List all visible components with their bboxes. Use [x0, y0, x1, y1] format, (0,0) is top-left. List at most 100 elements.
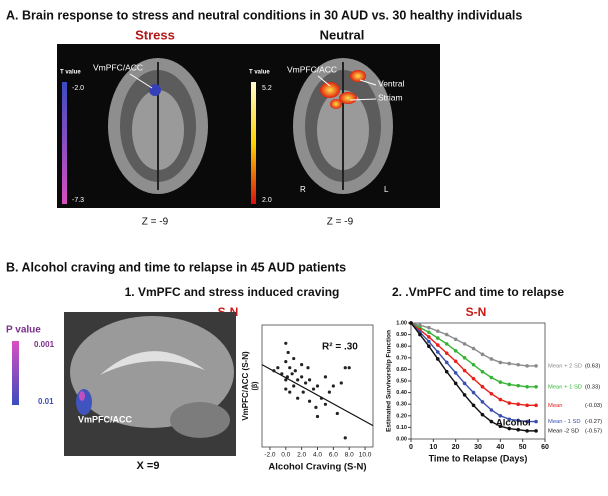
- colorbar: [12, 341, 19, 405]
- activation-blob: [339, 92, 357, 104]
- x-tick-label: 10.0: [359, 452, 372, 459]
- x-tick-label: -2.0: [264, 452, 276, 459]
- line-marker: [534, 403, 538, 408]
- roi-label: Striam: [378, 92, 403, 102]
- scatter-point: [272, 369, 276, 373]
- scatter-point: [284, 378, 288, 382]
- x-tick-label: 4.0: [313, 452, 322, 459]
- y-tick-label: 1.00: [396, 320, 407, 326]
- slice-label: Z = -9: [142, 217, 169, 228]
- x-tick-label: 8.0: [345, 452, 354, 459]
- line-marker: [480, 385, 485, 389]
- activation-blob: [330, 99, 342, 109]
- line-marker: [453, 381, 458, 386]
- line-marker: [418, 332, 422, 337]
- line-marker: [525, 385, 529, 389]
- scatter-point: [280, 372, 284, 376]
- contrast-label: S-N: [466, 305, 487, 319]
- line-marker: [453, 349, 458, 353]
- colorbar-label: 2.0: [262, 197, 272, 204]
- scatter-point: [343, 366, 347, 370]
- x-tick-label: 10: [429, 444, 437, 451]
- line-marker: [453, 371, 458, 375]
- colorbar-label: -2.0: [72, 85, 84, 92]
- scatter-point: [292, 356, 296, 361]
- scatter-point: [331, 384, 335, 388]
- label-pointer: [349, 98, 377, 101]
- line-marker: [516, 383, 520, 388]
- scatter-point: [323, 402, 328, 406]
- scatter-point: [319, 396, 324, 400]
- line-marker: [534, 419, 538, 424]
- line-marker: [480, 352, 485, 357]
- slice-label: Z = -9: [327, 217, 354, 228]
- colorbar-label: 5.2: [262, 85, 272, 92]
- colorbar-title: T value: [249, 70, 270, 76]
- condition-heading: Neutral: [320, 27, 365, 42]
- x-tick-label: 2.0: [297, 452, 306, 459]
- y-tick-label: 0.60: [396, 367, 407, 373]
- x-tick-label: 0.0: [281, 452, 290, 459]
- line-marker: [427, 335, 431, 339]
- legend-value: (-0.57): [585, 428, 602, 434]
- line-marker: [471, 362, 476, 367]
- legend-value: (0.63): [585, 363, 600, 369]
- scatter-point: [306, 366, 310, 370]
- line-marker: [453, 359, 458, 364]
- roi-label: VmPFC/ACC: [78, 414, 133, 424]
- line-marker: [436, 336, 440, 340]
- line-marker: [516, 418, 520, 423]
- y-tick-label: 0.00: [396, 436, 407, 442]
- line-marker: [436, 343, 440, 347]
- scatter-point: [327, 390, 331, 394]
- roi-label: Ventral: [378, 78, 405, 88]
- line-marker: [462, 342, 467, 346]
- line-marker: [489, 408, 494, 412]
- side-label: R: [300, 185, 306, 194]
- line-marker: [436, 329, 440, 333]
- fit-line: [261, 364, 374, 427]
- scatter-point: [323, 375, 328, 379]
- line-marker: [498, 380, 503, 384]
- line-marker: [498, 397, 503, 402]
- corpus-callosum: [100, 351, 205, 375]
- roi-label: VmPFC/ACC: [287, 64, 337, 74]
- scatter-point: [284, 341, 288, 345]
- line-marker: [462, 368, 467, 373]
- line-marker: [471, 376, 476, 381]
- line-marker: [534, 429, 538, 433]
- scatter-point: [347, 366, 351, 370]
- cerebellum: [170, 402, 230, 438]
- line-marker: [507, 401, 512, 405]
- line-marker: [525, 419, 529, 424]
- legend-entry: Mean + 2 SD: [548, 363, 582, 369]
- line-marker: [436, 357, 440, 361]
- line-marker: [471, 390, 476, 395]
- y-tick-label: 0.50: [396, 378, 407, 384]
- scatter-point: [307, 399, 312, 403]
- legend-entry: Mean: [548, 403, 563, 409]
- y-axis-label: Estimated Survivorship Function: [386, 330, 393, 432]
- y-tick-label: 0.40: [396, 390, 407, 396]
- scatter-point: [315, 414, 320, 419]
- x-tick-label: 6.0: [329, 452, 338, 459]
- colorbar-label: -7.3: [72, 197, 84, 204]
- line-marker: [525, 364, 529, 368]
- roi-label: VmPFC/ACC: [93, 62, 143, 72]
- subpanel-title: 2. .VmPFC and time to relapse: [392, 285, 564, 299]
- annotation: Alcohol: [496, 417, 531, 428]
- scatter-point: [301, 390, 305, 394]
- line-marker: [525, 403, 529, 408]
- y-axis-label: VmPFC/ACC (S-N): [241, 351, 250, 421]
- subpanel-title: 1. VmPFC and stress induced craving: [125, 285, 340, 299]
- line-marker: [516, 427, 520, 432]
- y-tick-label: 0.70: [396, 355, 407, 361]
- scatter-point: [300, 375, 304, 379]
- scatter-point: [284, 360, 288, 364]
- x-tick-label: 20: [452, 444, 460, 451]
- line-marker: [480, 400, 485, 404]
- scatter-point: [314, 405, 318, 409]
- x-tick-label: 40: [496, 444, 504, 451]
- line-marker: [489, 357, 494, 361]
